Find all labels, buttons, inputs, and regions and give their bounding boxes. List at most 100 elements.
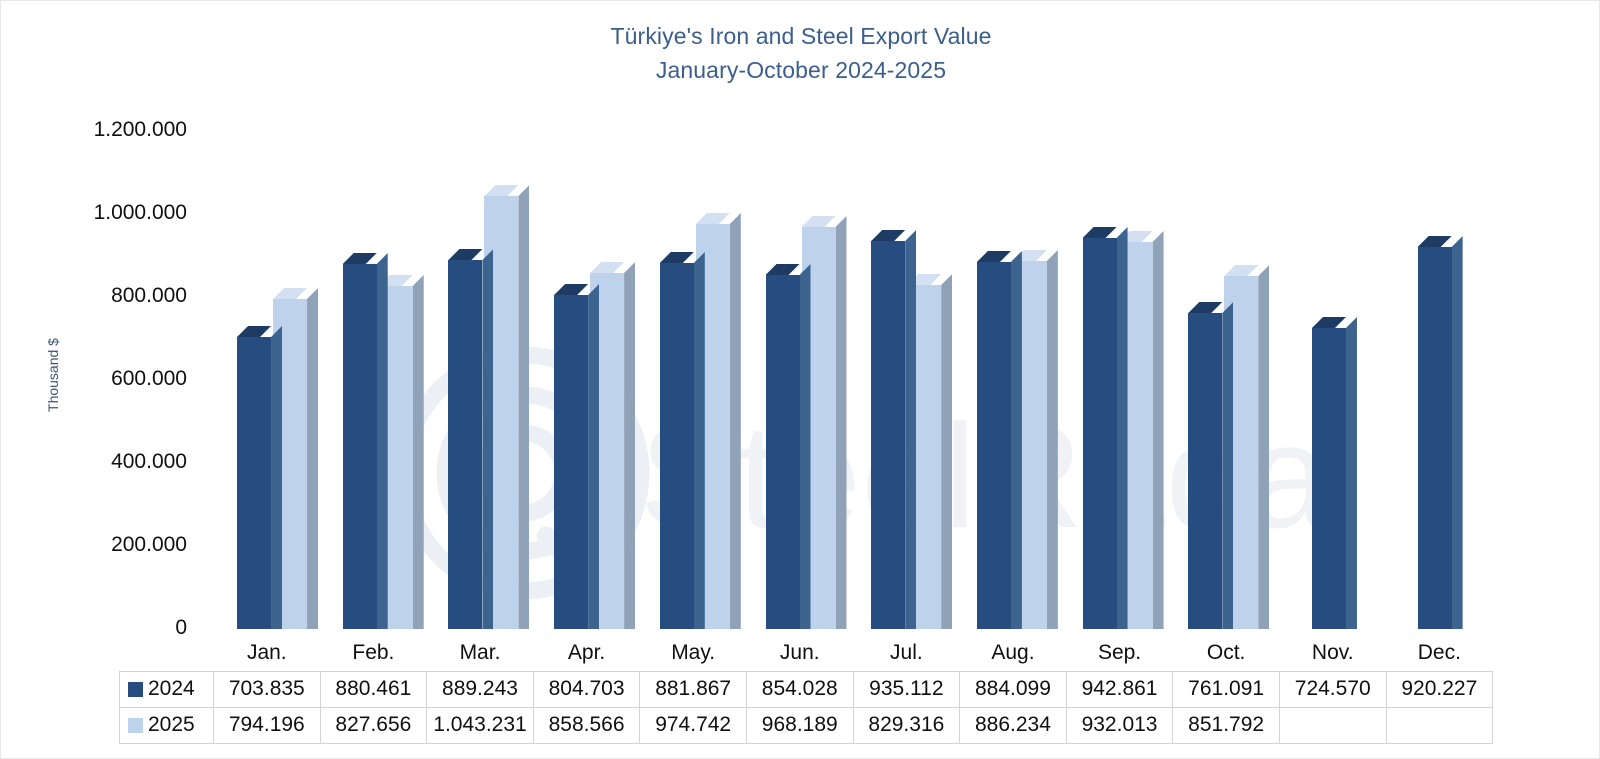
bar-front-face <box>448 260 483 629</box>
table-cell: 932.013 <box>1065 706 1174 744</box>
bar-top-face <box>484 185 518 196</box>
legend-label-2025: 2025 <box>148 712 195 736</box>
table-cell: 935.112 <box>852 670 961 708</box>
bar-top-face <box>977 251 1011 262</box>
bar-front-face <box>237 337 272 629</box>
table-cell: 880.461 <box>319 670 428 708</box>
legend-item-2025[interactable]: 2025 <box>119 706 214 744</box>
table-cell: 703.835 <box>213 670 321 708</box>
bar-top-face <box>1418 236 1452 247</box>
table-header-row: Jan. Feb. Mar. Apr. May. Jun. Jul. Aug. Sep. Oct.… <box>120 635 1493 672</box>
bar-2024-Feb <box>342 253 388 629</box>
y-tick-200000: 200.000 <box>111 533 187 556</box>
bar-top-face <box>1083 227 1117 238</box>
table-cell: 761.091 <box>1172 670 1280 708</box>
bar-side-face <box>693 252 705 629</box>
bar-side-face <box>1010 251 1022 629</box>
table-corner-cell <box>120 635 214 671</box>
bar-side-face <box>271 326 283 629</box>
bar-side-face <box>729 213 741 629</box>
bar-2024-Apr <box>554 284 600 629</box>
table-cell: 829.316 <box>852 706 961 744</box>
y-tick-600000: 600.000 <box>111 367 187 390</box>
table-col-header-nov: Nov. <box>1279 635 1387 672</box>
table-cell: 974.742 <box>639 706 747 744</box>
data-table: Jan. Feb. Mar. Apr. May. Jun. Jul. Aug. Sep. Oct.… <box>119 635 1494 744</box>
bar-2024-Nov <box>1311 317 1357 629</box>
bar-2024-Jan <box>237 326 283 629</box>
bar-side-face <box>1152 231 1164 629</box>
bar-side-face <box>376 253 388 629</box>
table-row-2024: 2024 703.835 880.461 889.243 804.703 881.867… <box>119 670 1494 708</box>
bar-side-face <box>1116 227 1128 629</box>
table-col-header-jan: Jan. <box>213 635 321 672</box>
table-col-header-may: May. <box>639 635 747 672</box>
table-col-header-mar: Mar. <box>426 635 534 672</box>
bar-top-face <box>1119 231 1153 242</box>
legend-item-2024[interactable]: 2024 <box>119 670 214 708</box>
bar-side-face <box>624 262 636 629</box>
chart-title-line1: Türkiye's Iron and Steel Export Value <box>610 23 992 49</box>
bar-top-face <box>343 253 377 264</box>
y-axis-title: Thousand $ <box>45 338 61 412</box>
bar-2024-Jun <box>765 264 811 629</box>
y-tick-400000: 400.000 <box>111 450 187 473</box>
bar-side-face <box>518 185 530 629</box>
chart-title: Türkiye's Iron and Steel Export Value Ja… <box>1 19 1600 87</box>
bar-top-face <box>1188 302 1222 313</box>
bar-side-face <box>941 274 953 629</box>
bar-side-face <box>412 275 424 629</box>
bar-side-face <box>1345 317 1357 629</box>
table-cell: 889.243 <box>426 670 534 708</box>
bar-2024-Dec <box>1417 236 1463 629</box>
bar-top-face <box>1013 250 1047 261</box>
bar-top-face <box>766 264 800 275</box>
bar-front-face <box>765 275 800 629</box>
bar-2024-Sep <box>1082 227 1128 629</box>
bar-front-face <box>871 241 906 629</box>
legend-label-2024: 2024 <box>148 676 195 700</box>
table-cell: 920.227 <box>1385 670 1494 708</box>
table-cell: 1.043.231 <box>426 706 534 744</box>
bar-top-face <box>273 288 307 299</box>
bar-front-face <box>342 264 377 629</box>
y-tick-1000000: 1.000.000 <box>93 201 187 224</box>
bar-side-face <box>307 288 319 629</box>
bar-side-face <box>905 230 917 629</box>
table-cell <box>1278 706 1387 744</box>
table-cell: 968.189 <box>745 706 854 744</box>
bar-front-face <box>1082 238 1117 629</box>
y-axis-ticks: 1.200.000 1.000.000 800.000 600.000 400.… <box>37 118 187 639</box>
table-col-header-apr: Apr. <box>533 635 640 672</box>
bar-top-face <box>660 252 694 263</box>
bar-front-face <box>1311 328 1346 629</box>
bar-side-face <box>588 284 600 629</box>
table-col-header-jul: Jul. <box>853 635 960 672</box>
bar-top-face <box>1312 317 1346 328</box>
y-tick-1200000: 1.200.000 <box>93 118 187 141</box>
bar-2024-May <box>659 252 705 629</box>
table-col-header-dec: Dec. <box>1386 635 1493 672</box>
bar-side-face <box>799 264 811 629</box>
bar-2024-Mar <box>448 249 494 629</box>
bar-side-face <box>1451 236 1463 629</box>
table-cell <box>1385 706 1494 744</box>
bar-front-face <box>1188 313 1223 629</box>
legend-swatch-2024 <box>128 681 143 697</box>
table-cell: 724.570 <box>1278 670 1387 708</box>
bar-side-face <box>482 249 494 629</box>
bar-top-face <box>802 216 836 227</box>
bar-side-face <box>1046 250 1058 629</box>
y-tick-0: 0 <box>175 616 187 639</box>
legend-swatch-2025 <box>128 717 143 733</box>
table-cell: 886.234 <box>959 706 1067 744</box>
bar-2024-Oct <box>1188 302 1234 629</box>
table-cell: 851.792 <box>1172 706 1280 744</box>
bar-top-face <box>554 284 588 295</box>
table-col-header-aug: Aug. <box>959 635 1067 672</box>
bar-2024-Jul <box>871 230 917 629</box>
table-col-header-oct: Oct. <box>1172 635 1280 672</box>
table-cell: 827.656 <box>319 706 428 744</box>
bar-side-face <box>1222 302 1234 629</box>
